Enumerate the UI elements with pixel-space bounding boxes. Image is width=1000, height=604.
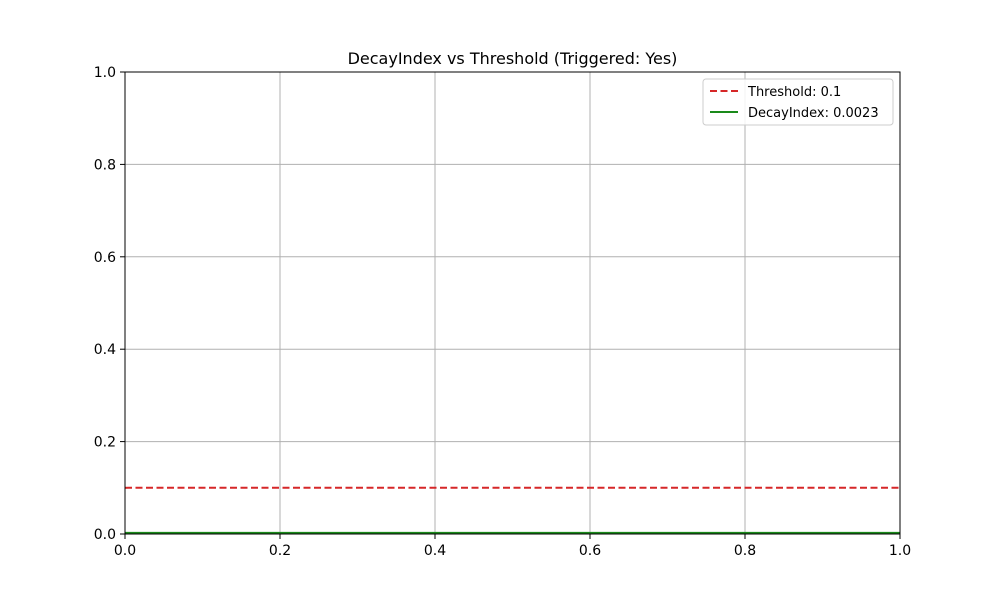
axes-frame — [124, 71, 901, 535]
y-tick-label-4: 0.8 — [94, 157, 116, 173]
x-tick-label-1: 0.2 — [269, 543, 291, 559]
y-tick-label-3: 0.6 — [94, 250, 116, 266]
x-tick-label-5: 1.0 — [889, 543, 911, 559]
y-tick-label-1: 0.2 — [94, 435, 116, 451]
axis-ticks: 0.0 0.2 0.4 0.6 0.8 1.0 0.0 0.2 0.4 0.6 0.8 1.0 — [94, 65, 911, 559]
x-tick-label-3: 0.6 — [579, 543, 601, 559]
x-tick-label-4: 0.8 — [734, 543, 756, 559]
y-tick-label-5: 1.0 — [94, 65, 116, 81]
legend-frame — [702, 78, 894, 126]
legend-label-decayindex: DecayIndex: 0.0023 — [748, 106, 879, 121]
legend-label-threshold: Threshold: 0.1 — [747, 85, 841, 100]
y-tick-label-2: 0.4 — [94, 342, 116, 358]
legend: Threshold: 0.1 DecayIndex: 0.0023 — [702, 78, 894, 126]
y-tick-label-0: 0.0 — [94, 527, 116, 543]
plot-series — [125, 486, 900, 534]
x-tick-label-0: 0.0 — [114, 543, 136, 559]
x-tick-label-2: 0.4 — [424, 543, 446, 559]
chart-title: DecayIndex vs Threshold (Triggered: Yes) — [348, 49, 678, 68]
